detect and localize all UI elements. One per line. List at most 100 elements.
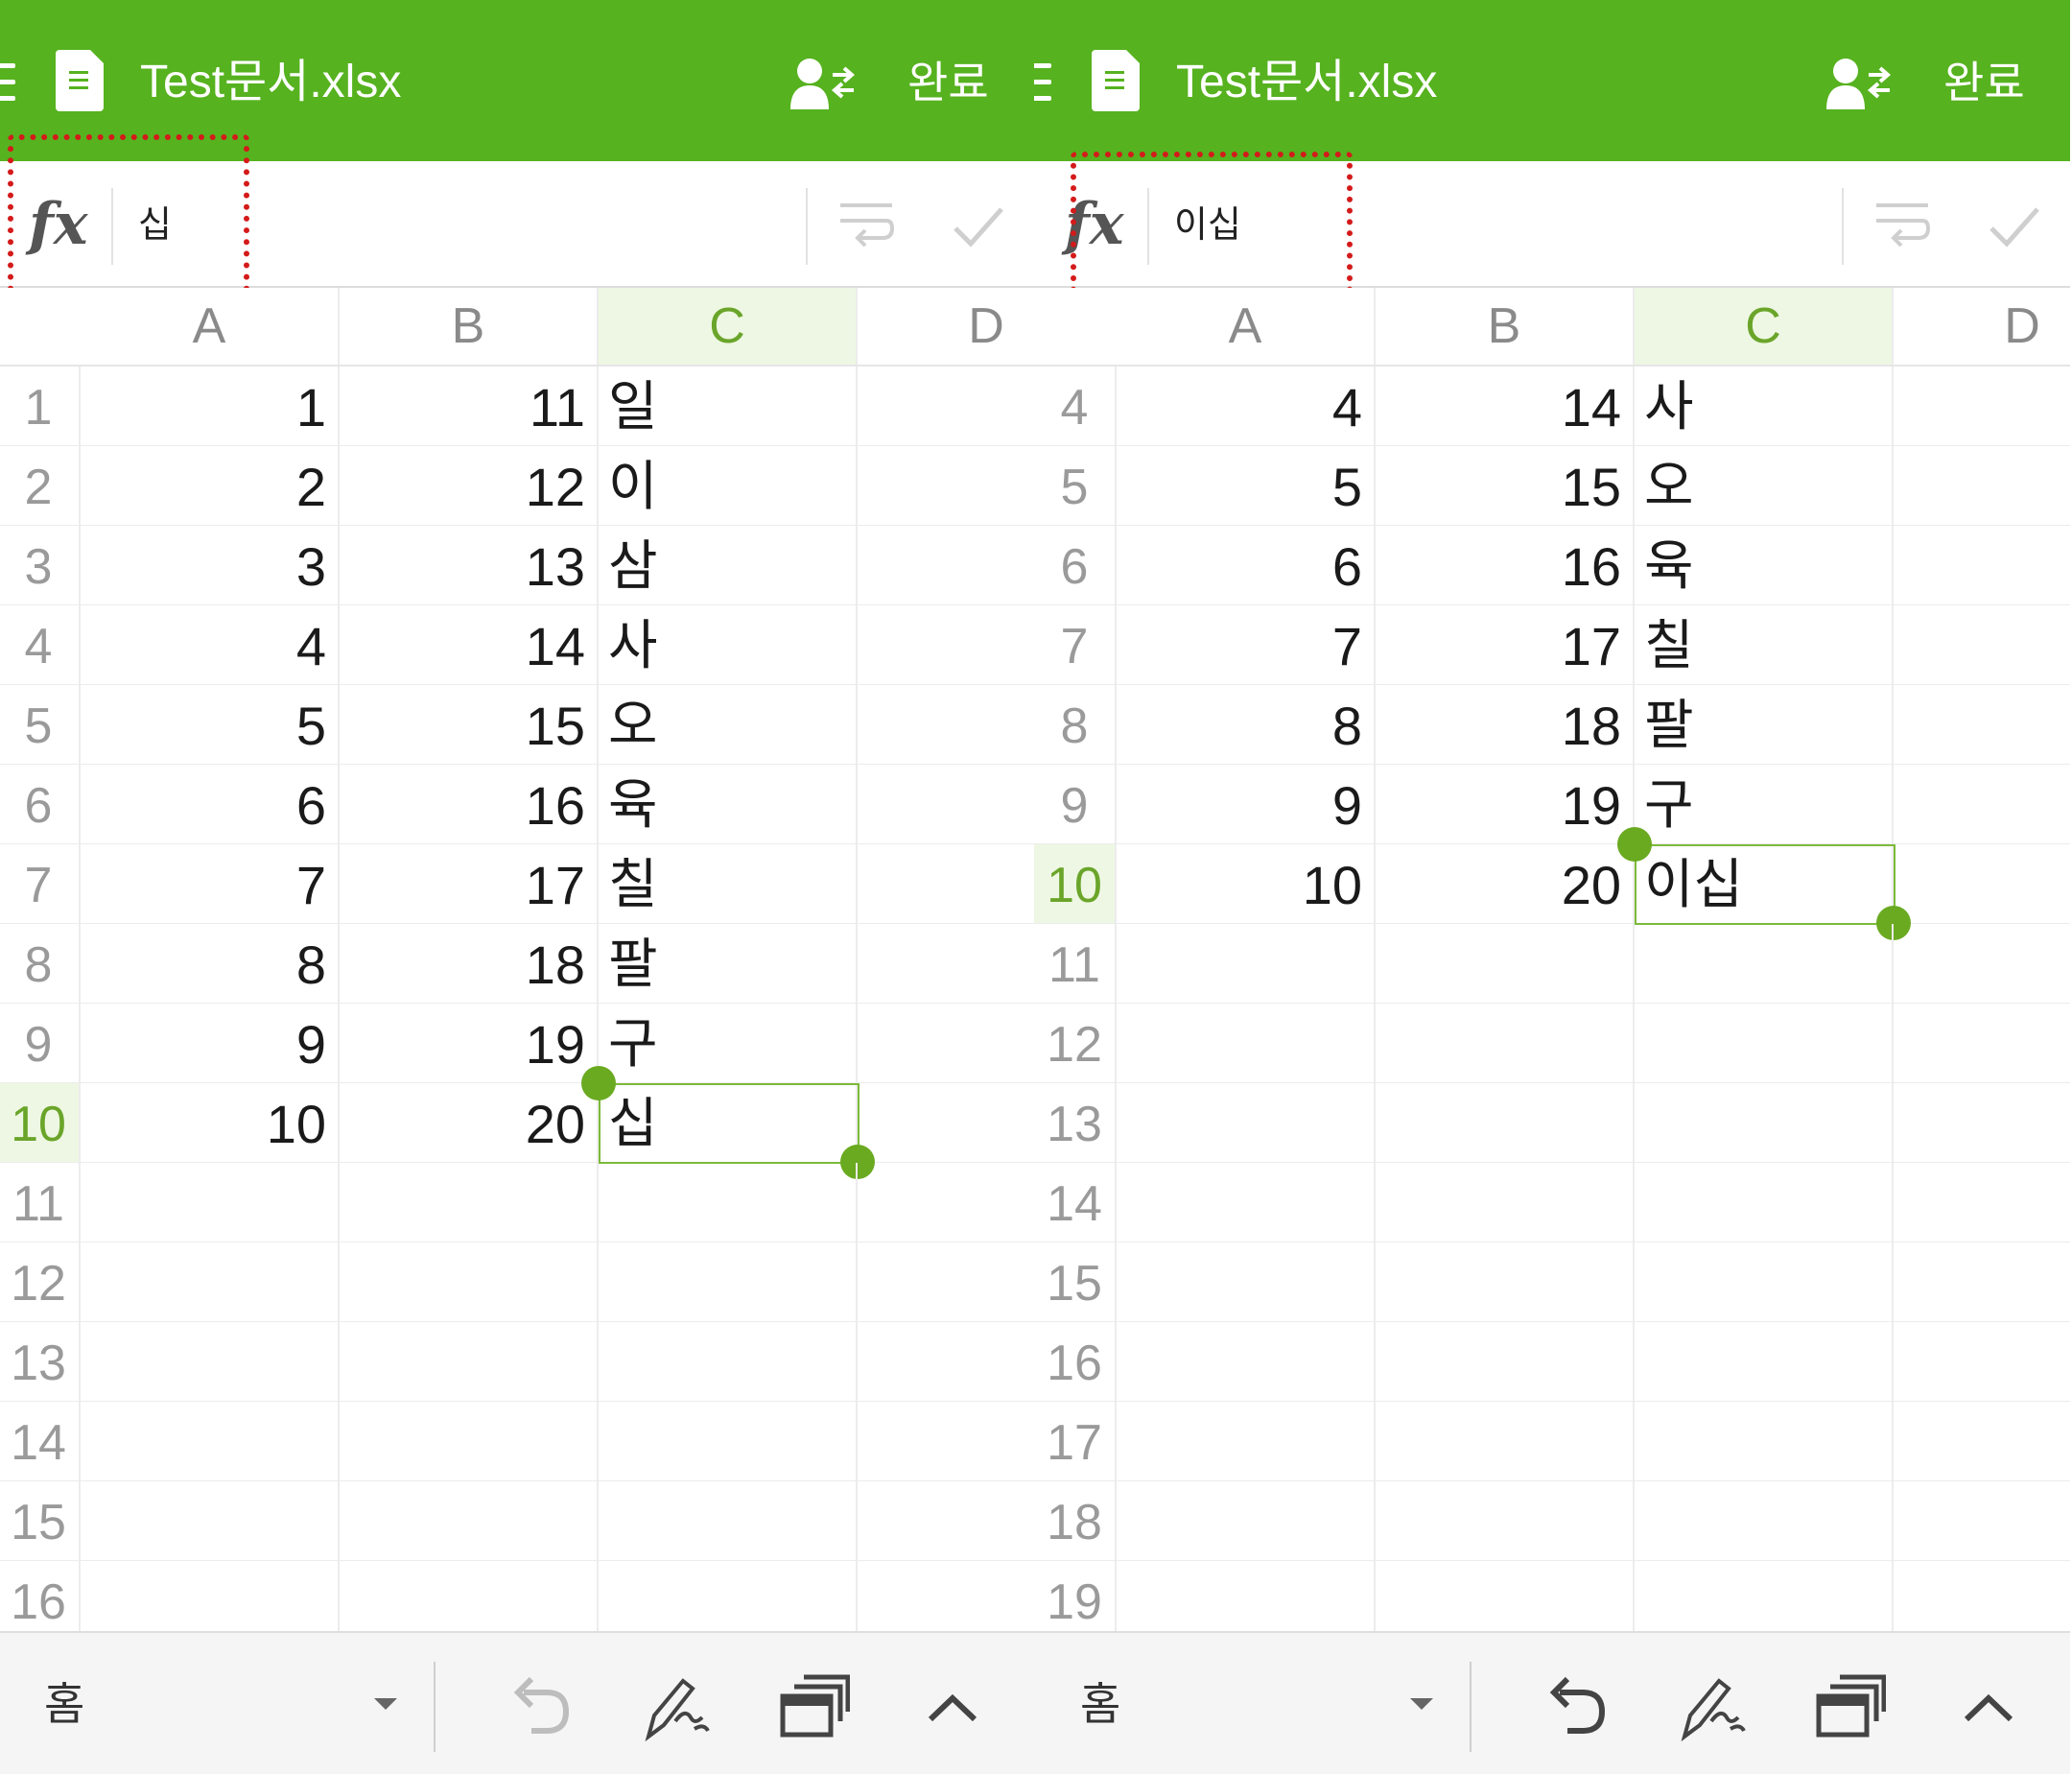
chevron-up-icon[interactable] xyxy=(1953,1673,2024,1742)
cell-c[interactable] xyxy=(599,1322,858,1401)
cell-a[interactable] xyxy=(1117,924,1376,1003)
row-header[interactable]: 6 xyxy=(0,765,81,843)
cell-c[interactable]: 이 xyxy=(599,446,858,525)
row-header[interactable]: 13 xyxy=(1034,1083,1117,1162)
cell-d[interactable] xyxy=(858,1322,1034,1401)
row-header[interactable]: 11 xyxy=(1034,924,1117,1003)
cell-c[interactable]: 십 xyxy=(599,1083,858,1162)
cell-a[interactable]: 8 xyxy=(81,924,340,1003)
cell-d[interactable] xyxy=(858,1402,1034,1480)
cell-a[interactable] xyxy=(1117,1402,1376,1480)
cell-d[interactable] xyxy=(1894,1402,2070,1480)
selection-handle-end[interactable] xyxy=(840,1145,875,1179)
cell-b[interactable]: 13 xyxy=(340,526,599,604)
row-header[interactable]: 4 xyxy=(1034,367,1117,445)
cell-b[interactable]: 20 xyxy=(340,1083,599,1162)
cell-a[interactable] xyxy=(81,1481,340,1560)
cell-d[interactable] xyxy=(1894,685,2070,764)
cell-c[interactable] xyxy=(1635,1322,1894,1401)
cell-d[interactable] xyxy=(1894,1242,2070,1321)
cell-a[interactable]: 3 xyxy=(81,526,340,604)
cell-c[interactable] xyxy=(599,1242,858,1321)
cell-b[interactable] xyxy=(340,1242,599,1321)
cell-a[interactable] xyxy=(1117,1322,1376,1401)
cell-b[interactable]: 15 xyxy=(1376,446,1635,525)
cell-b[interactable] xyxy=(340,1481,599,1560)
cell-c[interactable] xyxy=(599,1561,858,1640)
column-header-a[interactable]: A xyxy=(81,288,340,365)
cell-c[interactable]: 사 xyxy=(1635,367,1894,445)
cell-c[interactable]: 구 xyxy=(1635,765,1894,843)
row-header[interactable]: 12 xyxy=(1034,1004,1117,1082)
column-header-d[interactable]: D xyxy=(858,288,1034,365)
row-header[interactable]: 10 xyxy=(1034,844,1117,923)
cell-c[interactable] xyxy=(599,1402,858,1480)
cell-b[interactable]: 16 xyxy=(1376,526,1635,604)
row-header[interactable]: 1 xyxy=(0,367,81,445)
column-header-c[interactable]: C xyxy=(1635,288,1894,365)
window-switch-icon[interactable] xyxy=(1815,1673,1886,1742)
cell-b[interactable]: 18 xyxy=(1376,685,1635,764)
cell-b[interactable] xyxy=(340,1163,599,1242)
cell-d[interactable] xyxy=(1894,924,2070,1003)
undo-icon[interactable] xyxy=(1539,1673,1610,1742)
cell-d[interactable] xyxy=(1894,1322,2070,1401)
cell-a[interactable] xyxy=(1117,1163,1376,1242)
cell-a[interactable] xyxy=(1117,1004,1376,1082)
row-header[interactable]: 5 xyxy=(1034,446,1117,525)
cell-b[interactable] xyxy=(340,1561,599,1640)
cell-d[interactable] xyxy=(858,367,1034,445)
cell-b[interactable]: 14 xyxy=(1376,367,1635,445)
cell-a[interactable] xyxy=(81,1242,340,1321)
row-header[interactable]: 6 xyxy=(1034,526,1117,604)
cell-d[interactable] xyxy=(1894,1004,2070,1082)
cell-b[interactable]: 19 xyxy=(1376,765,1635,843)
cell-a[interactable]: 9 xyxy=(81,1004,340,1082)
cell-b[interactable]: 19 xyxy=(340,1004,599,1082)
cell-d[interactable] xyxy=(1894,367,2070,445)
cell-c[interactable]: 칠 xyxy=(1635,605,1894,684)
cell-c[interactable]: 오 xyxy=(599,685,858,764)
cell-c[interactable] xyxy=(1635,1163,1894,1242)
cell-a[interactable]: 7 xyxy=(1117,605,1376,684)
cell-b[interactable] xyxy=(1376,1163,1635,1242)
cell-d[interactable] xyxy=(858,1004,1034,1082)
cell-a[interactable]: 10 xyxy=(1117,844,1376,923)
column-header-b[interactable]: B xyxy=(1376,288,1635,365)
cell-c[interactable] xyxy=(599,1481,858,1560)
row-header[interactable]: 16 xyxy=(1034,1322,1117,1401)
row-header[interactable]: 7 xyxy=(0,844,81,923)
cell-c[interactable]: 팔 xyxy=(1635,685,1894,764)
cell-c[interactable] xyxy=(1635,1561,1894,1640)
cell-c[interactable] xyxy=(1635,1083,1894,1162)
cell-c[interactable] xyxy=(1635,1242,1894,1321)
cell-d[interactable] xyxy=(1894,1481,2070,1560)
dropdown-arrow-icon[interactable] xyxy=(374,1698,397,1710)
cell-c[interactable]: 칠 xyxy=(599,844,858,923)
cell-d[interactable] xyxy=(1894,765,2070,843)
cell-a[interactable] xyxy=(81,1163,340,1242)
cell-b[interactable] xyxy=(1376,1322,1635,1401)
cell-d[interactable] xyxy=(1894,526,2070,604)
cell-a[interactable]: 6 xyxy=(1117,526,1376,604)
cell-a[interactable]: 4 xyxy=(1117,367,1376,445)
row-header[interactable]: 15 xyxy=(0,1481,81,1560)
selection-handle-start[interactable] xyxy=(581,1066,616,1100)
cell-c[interactable]: 육 xyxy=(599,765,858,843)
row-header[interactable]: 14 xyxy=(1034,1163,1117,1242)
row-header[interactable]: 19 xyxy=(1034,1561,1117,1640)
home-menu[interactable]: 홈 xyxy=(1080,1678,1121,1730)
cell-d[interactable] xyxy=(1894,844,2070,923)
row-header[interactable]: 2 xyxy=(0,446,81,525)
cell-d[interactable] xyxy=(1894,1083,2070,1162)
cell-b[interactable]: 14 xyxy=(340,605,599,684)
cell-a[interactable]: 5 xyxy=(81,685,340,764)
check-icon[interactable] xyxy=(1988,200,2041,253)
check-icon[interactable] xyxy=(952,200,1005,253)
wrap-text-icon[interactable] xyxy=(1872,196,1932,255)
cell-b[interactable]: 16 xyxy=(340,765,599,843)
cell-b[interactable] xyxy=(1376,1481,1635,1560)
row-header[interactable]: 13 xyxy=(0,1322,81,1401)
pen-icon[interactable] xyxy=(641,1673,712,1742)
menu-icon[interactable] xyxy=(0,63,17,102)
